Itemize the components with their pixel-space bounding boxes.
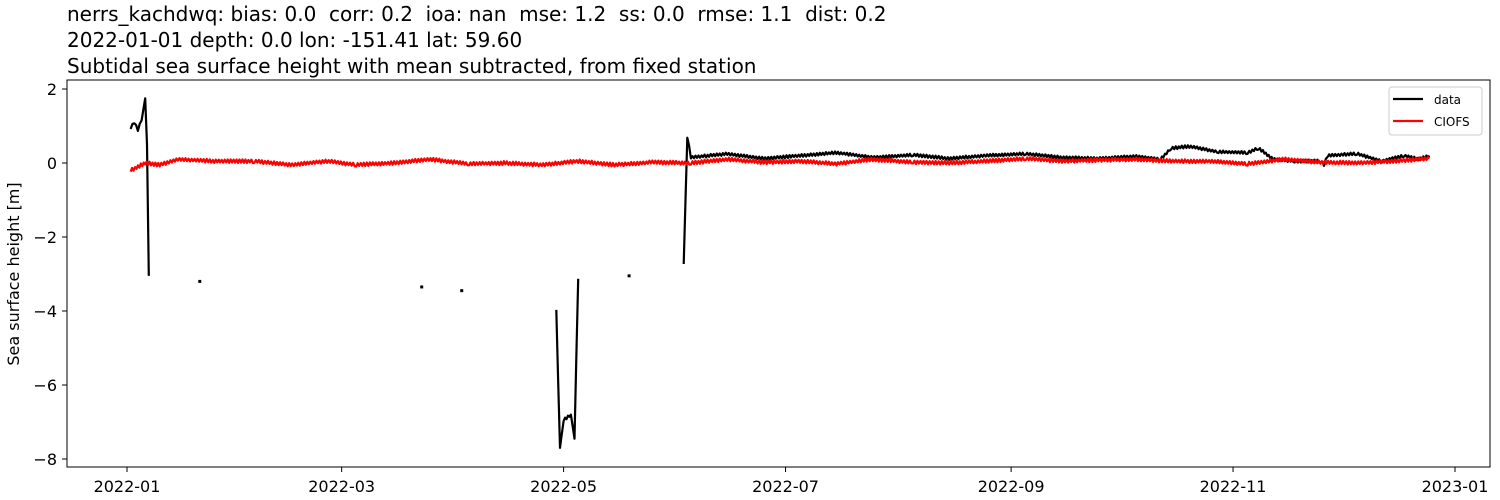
x-tick-label: 2022-07 [752,477,819,496]
chart-title-location: 2022-01-01 depth: 0.0 lon: -151.41 lat: … [67,28,523,52]
ciofs-series-line [129,156,1431,173]
x-axis: 2022-01 2022-03 2022-05 2022-07 2022-09 2022-… [94,467,1489,496]
legend-data-label: data [1434,93,1461,107]
y-axis-label: Sea surface height [m] [4,182,23,365]
y-tick-label: −4 [33,302,57,321]
axes-frame [66,79,1491,468]
data-point-marker [627,274,631,278]
x-tick-label: 2023-01 [1422,477,1489,496]
data-series-line [129,97,150,276]
data-point-marker [460,289,464,293]
data-point-marker [198,279,202,283]
x-tick-label: 2022-11 [1200,477,1267,496]
data-series-line [682,136,1431,265]
y-tick-label: −6 [33,376,57,395]
x-tick-label: 2022-05 [530,477,597,496]
y-axis: 2 0 −2 −4 −6 −8 [33,80,67,469]
data-point-marker [420,285,424,289]
y-tick-label: −8 [33,450,57,469]
data-series-line [555,278,580,449]
y-tick-label: −2 [33,228,57,247]
x-tick-label: 2022-03 [308,477,375,496]
x-tick-label: 2022-01 [94,477,161,496]
legend: data CIOFS [1388,86,1483,136]
x-tick-label: 2022-09 [978,477,1045,496]
chart-title-stats: nerrs_kachdwq: bias: 0.0 corr: 0.2 ioa: … [67,2,887,26]
y-tick-label: 0 [47,154,57,173]
plot-area [129,97,1431,449]
chart-title-description: Subtidal sea surface height with mean su… [67,54,757,78]
legend-ciofs-label: CIOFS [1434,115,1470,129]
y-tick-label: 2 [47,80,57,99]
